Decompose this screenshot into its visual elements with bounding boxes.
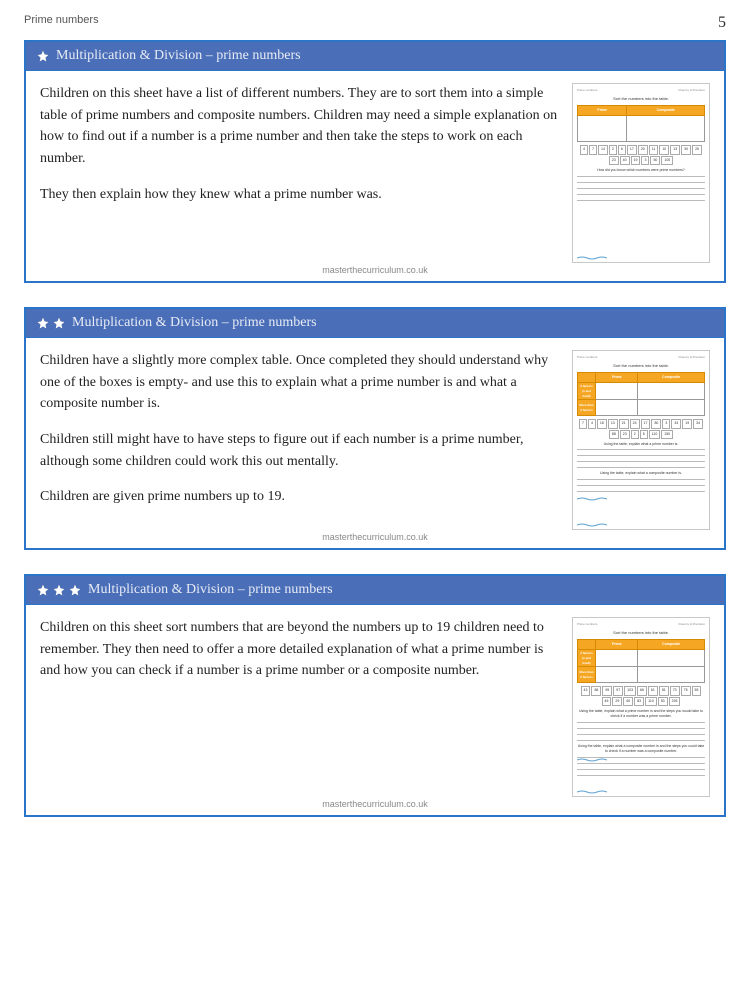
worksheet-thumbnail: Prime numbersFluency & PrecisionSort the…	[572, 350, 710, 530]
card-paragraph: Children on this sheet have a list of di…	[40, 83, 560, 170]
card-paragraph: Children have a slightly more complex ta…	[40, 350, 560, 415]
star-icon	[36, 583, 50, 597]
card-body: Children on this sheet have a list of di…	[26, 71, 724, 263]
star-group	[36, 583, 82, 597]
card-paragraph: Children still might have to have steps …	[40, 429, 560, 472]
card-paragraph: Children on this sheet sort numbers that…	[40, 617, 560, 682]
card-header: Multiplication & Division – prime number…	[26, 309, 724, 338]
difficulty-card: Multiplication & Division – prime number…	[24, 574, 726, 817]
card-header: Multiplication & Division – prime number…	[26, 42, 724, 71]
difficulty-card: Multiplication & Division – prime number…	[24, 307, 726, 550]
page-number: 5	[718, 14, 726, 32]
star-icon	[52, 583, 66, 597]
card-paragraph: Children are given prime numbers up to 1…	[40, 486, 560, 508]
star-group	[36, 316, 66, 330]
worksheet-thumbnail: Prime numbersFluency & PrecisionSort the…	[572, 617, 710, 797]
card-body: Children have a slightly more complex ta…	[26, 338, 724, 530]
card-footer: masterthecurriculum.co.uk	[26, 797, 724, 815]
star-group	[36, 49, 50, 63]
card-footer: masterthecurriculum.co.uk	[26, 530, 724, 548]
card-text: Children have a slightly more complex ta…	[40, 350, 560, 530]
card-body: Children on this sheet sort numbers that…	[26, 605, 724, 797]
card-title: Multiplication & Division – prime number…	[72, 315, 317, 331]
star-icon	[36, 49, 50, 63]
page-topic: Prime numbers	[24, 14, 99, 32]
star-icon	[68, 583, 82, 597]
star-icon	[52, 316, 66, 330]
card-title: Multiplication & Division – prime number…	[56, 48, 301, 64]
card-header: Multiplication & Division – prime number…	[26, 576, 724, 605]
card-title: Multiplication & Division – prime number…	[88, 582, 333, 598]
card-text: Children on this sheet sort numbers that…	[40, 617, 560, 797]
star-icon	[36, 316, 50, 330]
card-container: Multiplication & Division – prime number…	[0, 40, 750, 817]
card-footer: masterthecurriculum.co.uk	[26, 263, 724, 281]
page-header: Prime numbers 5	[0, 0, 750, 40]
card-paragraph: They then explain how they knew what a p…	[40, 184, 560, 206]
worksheet-thumbnail: Prime numbersFluency & PrecisionSort the…	[572, 83, 710, 263]
card-text: Children on this sheet have a list of di…	[40, 83, 560, 263]
difficulty-card: Multiplication & Division – prime number…	[24, 40, 726, 283]
